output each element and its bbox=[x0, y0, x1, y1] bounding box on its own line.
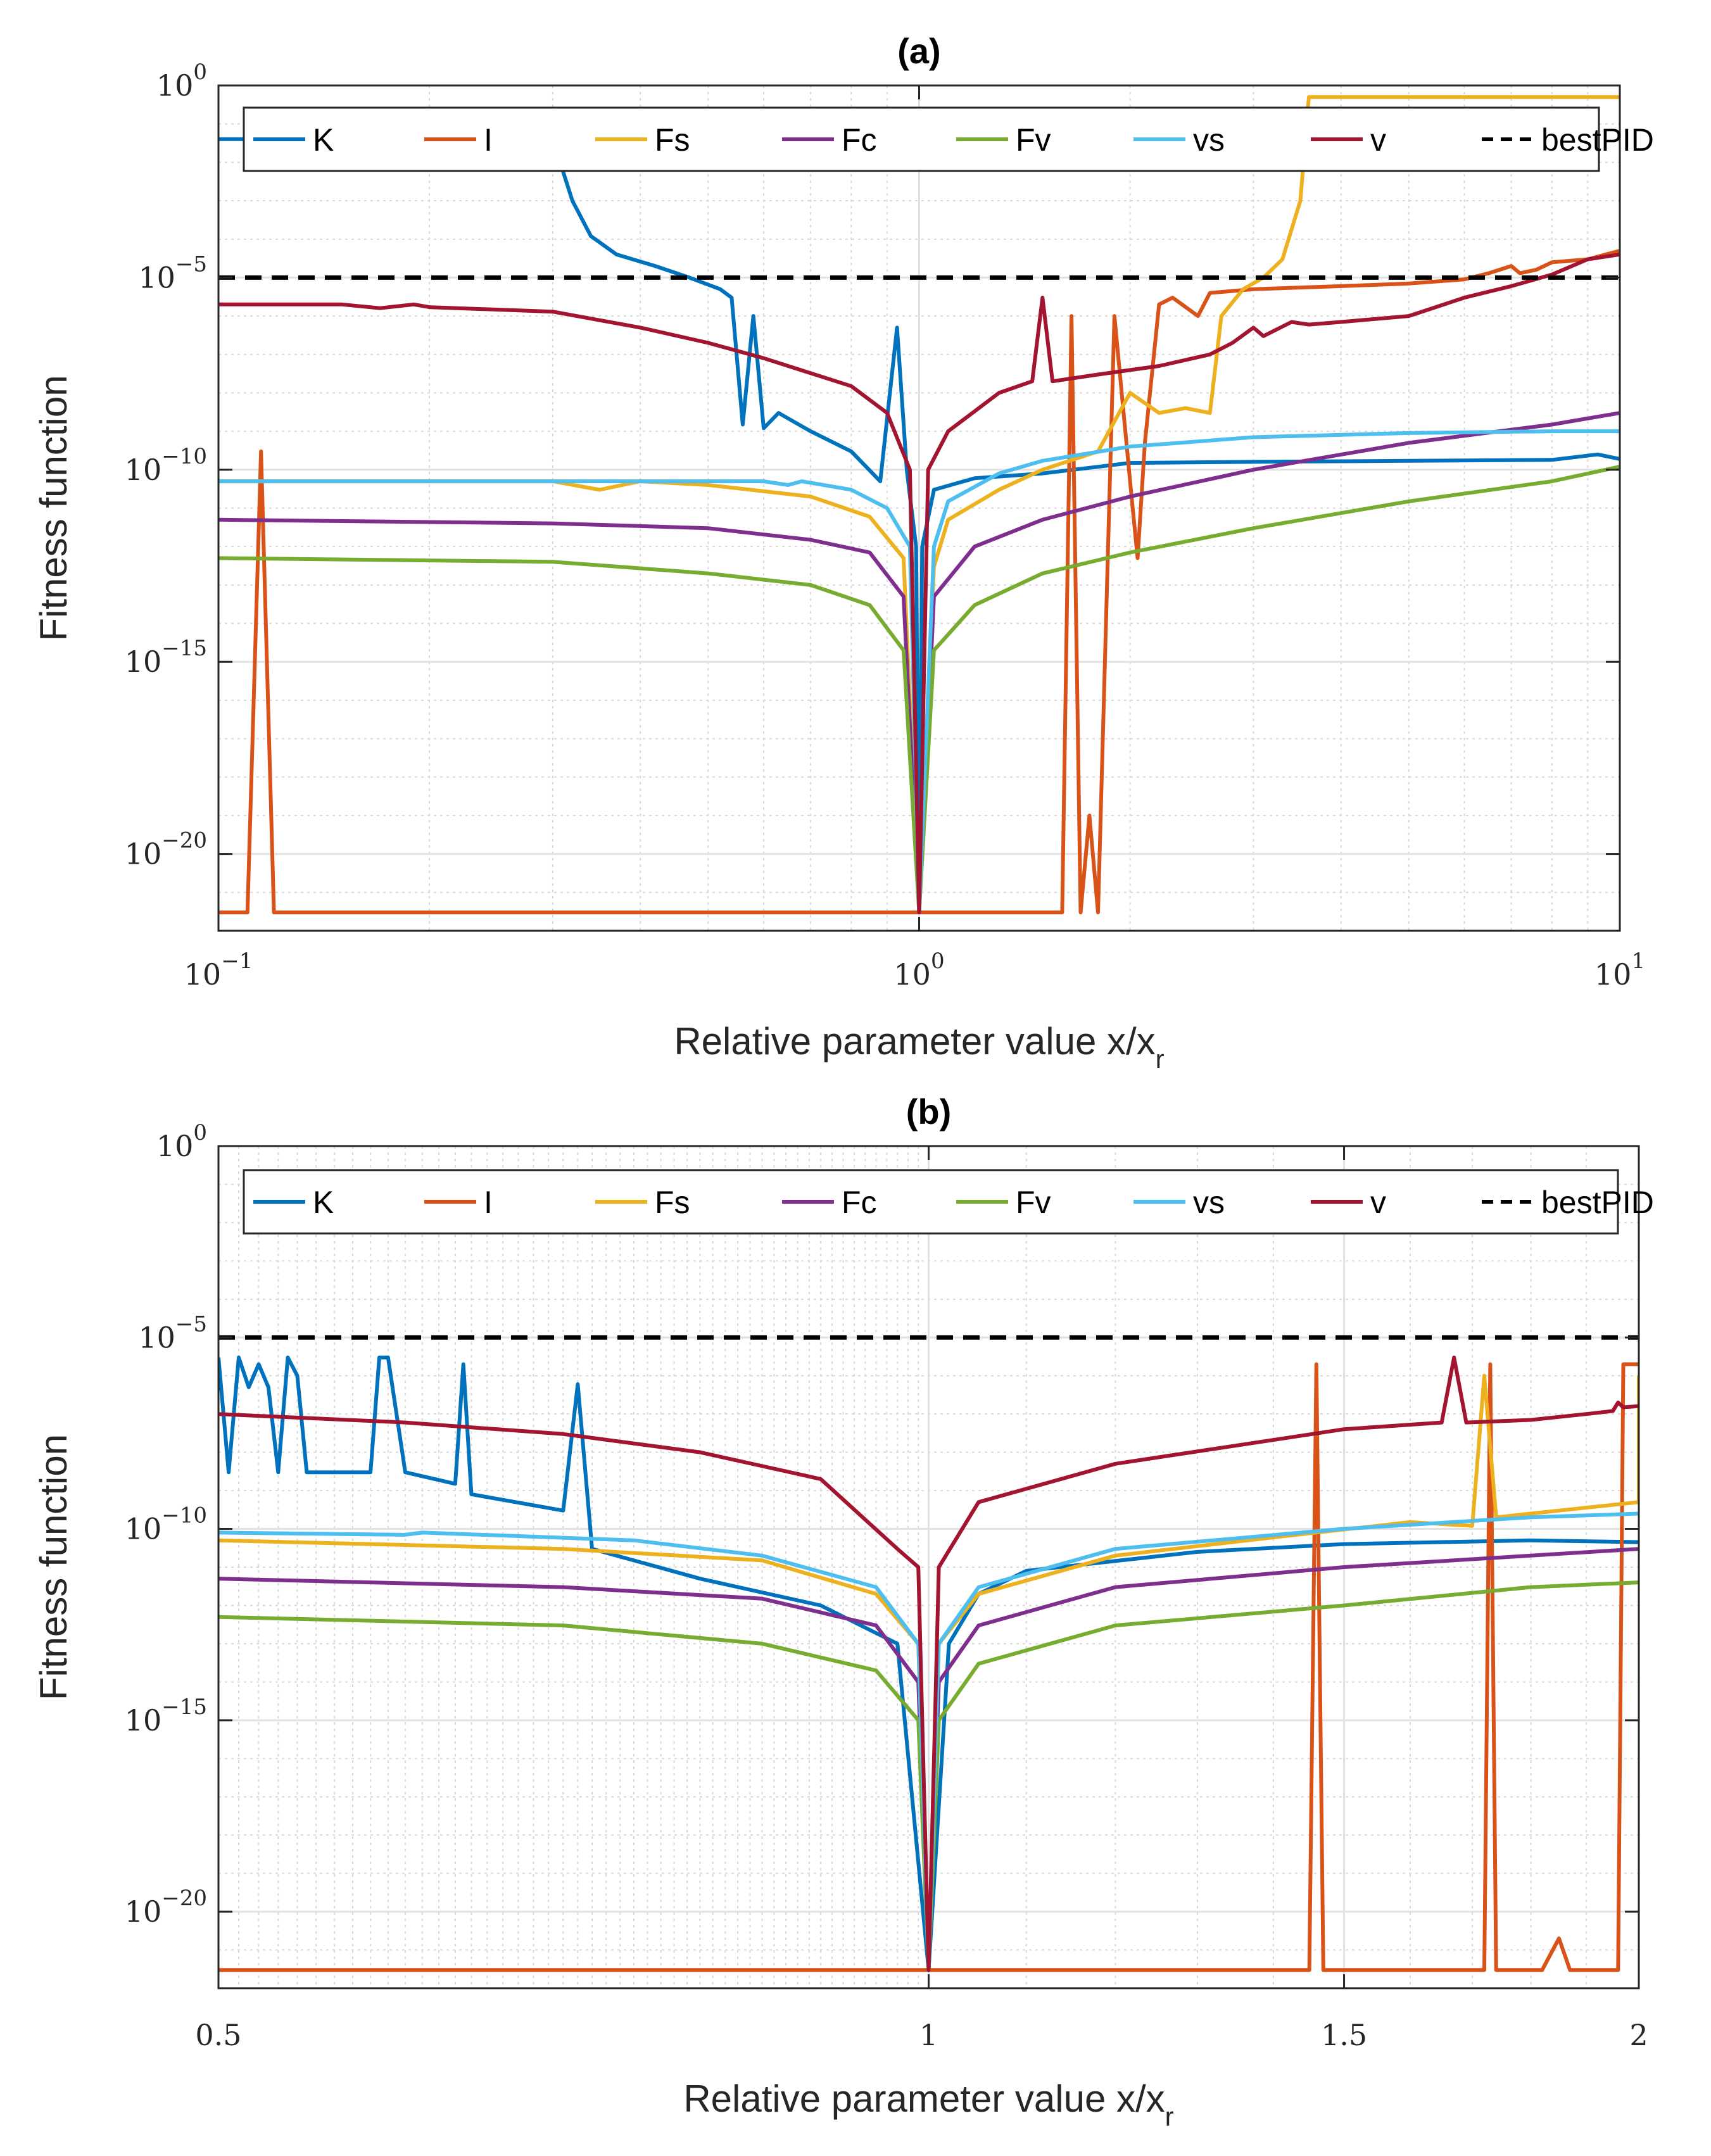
series-v-line bbox=[218, 1355, 1639, 1972]
series-i-line bbox=[218, 1362, 1639, 1972]
legend-label-k: K bbox=[313, 122, 334, 158]
x-tick-label: 1.5 bbox=[1321, 2018, 1367, 2052]
legend-label-k: K bbox=[313, 1185, 334, 1220]
y-tick-label: 100 bbox=[156, 1120, 207, 1163]
axes: 10−1 100 101 100 10−5 10−10 10−15 10−20 bbox=[125, 60, 1645, 992]
legend-label-fv: Fv bbox=[1016, 1185, 1051, 1220]
y-tick-label: 10−15 bbox=[125, 636, 207, 679]
legend-label-fv: Fv bbox=[1016, 122, 1051, 158]
x-tick-label: 101 bbox=[1594, 949, 1645, 992]
x-axis-label: Relative parameter value x/xr bbox=[674, 1020, 1164, 1074]
legend-label-fc: Fc bbox=[842, 1185, 877, 1220]
y-axis-label: Fitness function bbox=[32, 1434, 75, 1700]
x-tick-label: 10−1 bbox=[184, 949, 253, 992]
y-tick-label: 10−5 bbox=[138, 251, 207, 294]
y-tick-label: 10−10 bbox=[125, 444, 207, 487]
legend-label-i: I bbox=[484, 122, 493, 158]
panel-a: 10−1 100 101 100 10−5 10−10 10−15 10−20 (a) Relat… bbox=[32, 31, 1654, 1074]
legend-label-bestpid: bestPID bbox=[1541, 122, 1654, 158]
legend-label-vs: vs bbox=[1193, 122, 1225, 158]
legend-label-i: I bbox=[484, 1185, 493, 1220]
series-group bbox=[218, 1335, 1639, 1972]
x-tick-label: 1 bbox=[919, 2018, 938, 2052]
x-axis-label: Relative parameter value x/xr bbox=[683, 2077, 1173, 2131]
legend-label-v: v bbox=[1370, 1185, 1386, 1220]
series-fc-line bbox=[218, 411, 1620, 914]
panel-b: 0.5 1 1.5 2 100 10−5 10−10 10−15 10−20 (b) Relativ… bbox=[32, 1092, 1654, 2131]
x-tick-label: 2 bbox=[1629, 2018, 1648, 2052]
series-i-line bbox=[218, 249, 1620, 914]
series-v-line bbox=[218, 252, 1620, 914]
legend-label-bestpid: bestPID bbox=[1541, 1185, 1654, 1220]
panel-title: (a) bbox=[897, 31, 940, 71]
y-tick-label: 10−20 bbox=[125, 1886, 207, 1929]
series-group bbox=[218, 95, 1620, 914]
legend-label-v: v bbox=[1370, 122, 1386, 158]
y-tick-label: 10−10 bbox=[125, 1503, 207, 1546]
legend-label-fc: Fc bbox=[842, 122, 877, 158]
series-fv-line bbox=[218, 465, 1620, 914]
axes: 0.5 1 1.5 2 100 10−5 10−10 10−15 10−20 bbox=[125, 1120, 1648, 2052]
legend: K I Fs Fc Fv vs v bestPID bbox=[243, 106, 1654, 172]
x-tick-label: 0.5 bbox=[195, 2018, 241, 2052]
y-axis-label: Fitness function bbox=[32, 375, 75, 641]
series-vs-line bbox=[218, 429, 1620, 914]
legend: K I Fs Fc Fv vs v bestPID bbox=[243, 1169, 1654, 1235]
y-tick-label: 100 bbox=[156, 60, 207, 103]
panel-title: (b) bbox=[906, 1092, 952, 1132]
y-tick-label: 10−20 bbox=[125, 828, 207, 871]
series-k-line bbox=[218, 137, 1620, 914]
series-fs-line bbox=[218, 1373, 1639, 1972]
x-tick-label: 100 bbox=[893, 949, 944, 992]
y-tick-label: 10−5 bbox=[138, 1311, 207, 1354]
legend-label-fs: Fs bbox=[655, 122, 690, 158]
legend-label-fs: Fs bbox=[655, 1185, 690, 1220]
y-tick-label: 10−15 bbox=[125, 1694, 207, 1737]
legend-label-vs: vs bbox=[1193, 1185, 1225, 1220]
